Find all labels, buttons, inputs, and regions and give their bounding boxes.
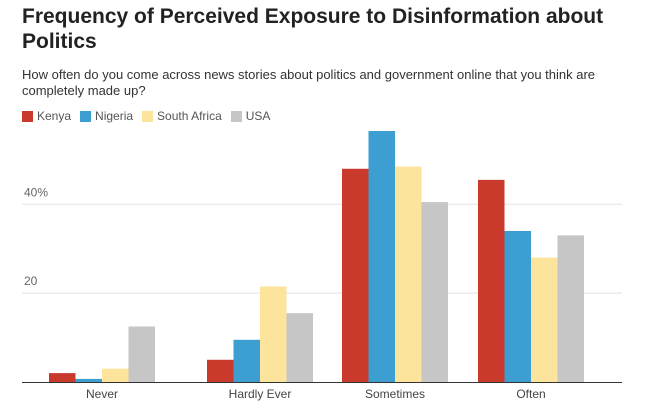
- legend-label-south-africa: South Africa: [157, 109, 222, 123]
- bar-often-usa: USA — Often: 33: [557, 235, 584, 382]
- legend: Kenya Nigeria South Africa USA: [22, 109, 279, 123]
- bar-often-south-africa: South Africa — Often: 28: [531, 257, 558, 382]
- chart-subtitle: How often do you come across news storie…: [22, 67, 596, 98]
- bar-often-nigeria: Nigeria — Often: 34: [504, 230, 531, 382]
- bar-never-nigeria: Nigeria — Never: 0.7: [75, 378, 102, 382]
- bar-sometimes-south-africa: South Africa — Sometimes: 48.5: [395, 166, 422, 382]
- bar-sometimes-usa: USA — Sometimes: 40.5: [421, 202, 448, 382]
- bar-sometimes-kenya: Kenya — Sometimes: 48: [342, 168, 369, 382]
- legend-label-usa: USA: [245, 109, 271, 123]
- legend-item-kenya: Kenya: [22, 109, 71, 123]
- bar-hardly-ever-south-africa: South Africa — Hardly Ever: 21.5: [260, 286, 287, 382]
- bar-sometimes-nigeria: Nigeria — Sometimes: 56.5: [368, 131, 395, 382]
- bar-often-kenya: Kenya — Often: 45.5: [478, 179, 505, 382]
- bar-hardly-ever-usa: USA — Hardly Ever: 15.5: [286, 313, 313, 382]
- legend-label-nigeria: Nigeria: [95, 109, 134, 123]
- x-tick-label-hardly-ever: Hardly Ever: [229, 387, 292, 401]
- legend-swatch-south-africa: [142, 110, 154, 122]
- legend-swatch-usa: [230, 110, 242, 122]
- legend-label-kenya: Kenya: [37, 109, 72, 123]
- bar-never-south-africa: South Africa — Never: 3: [102, 368, 129, 382]
- legend-item-south-africa: South Africa: [142, 109, 222, 123]
- y-tick-label-40: 40%: [24, 185, 48, 199]
- legend-item-usa: USA: [230, 109, 271, 123]
- x-tick-label-never: Never: [86, 387, 118, 401]
- bar-hardly-ever-kenya: Kenya — Hardly Ever: 5: [207, 359, 234, 382]
- y-tick-label-20: 20: [24, 274, 38, 288]
- chart-title: Frequency of Perceived Exposure to Disin…: [22, 5, 604, 53]
- x-tick-label-often: Often: [516, 387, 545, 401]
- legend-swatch-nigeria: [80, 110, 92, 122]
- bar-never-usa: USA — Never: 12.5: [128, 326, 155, 382]
- legend-swatch-kenya: [22, 110, 33, 122]
- bar-never-kenya: Kenya — Never: 2: [49, 373, 76, 382]
- legend-item-nigeria: Nigeria: [80, 109, 133, 123]
- x-tick-label-sometimes: Sometimes: [365, 387, 425, 401]
- bar-hardly-ever-nigeria: Nigeria — Hardly Ever: 9.5: [233, 339, 260, 382]
